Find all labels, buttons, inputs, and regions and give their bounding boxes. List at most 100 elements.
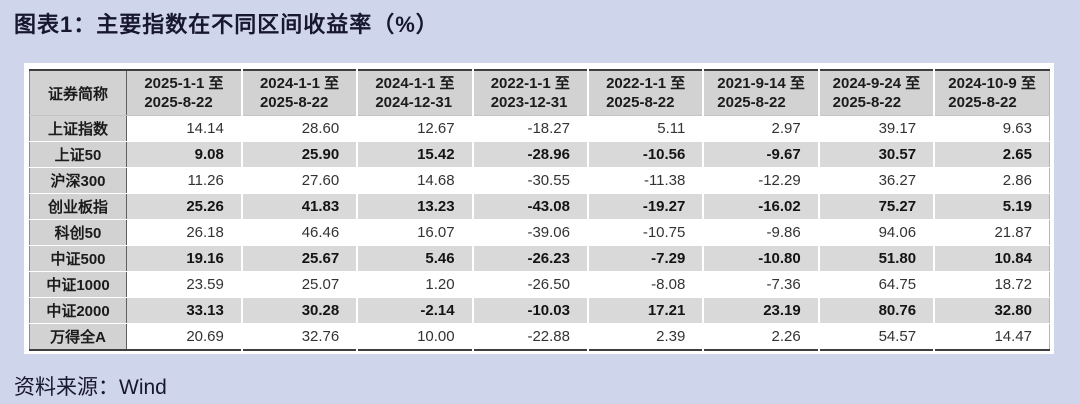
value-cell-r5-c7: 94.06 bbox=[818, 219, 936, 246]
table-row-中证1000: 中证1000 23.59 25.07 1.20 -26.50 -8.08 -7.36 64.7… bbox=[29, 271, 1050, 298]
value-cell-r9-c8: 14.47 bbox=[934, 323, 1050, 351]
period-header-lines: 2022-1-1 至 2025-8-22 bbox=[606, 75, 686, 111]
value-cell-r3-c1: 11.26 bbox=[126, 167, 243, 194]
value-cell-r7-c2: 25.07 bbox=[241, 271, 359, 298]
value-cell-r4-c1: 25.26 bbox=[126, 193, 243, 220]
value-cell-r3-c4: -30.55 bbox=[472, 167, 590, 194]
value-cell-r6-c5: -7.29 bbox=[588, 245, 705, 272]
value-cell-r8-c2: 30.28 bbox=[241, 297, 359, 324]
value-cell-r4-c2: 41.83 bbox=[241, 193, 359, 220]
value-cell-r5-c5: -10.75 bbox=[588, 219, 705, 246]
table-header-row: 证券简称 2025-1-1 至 2025-8-22 2024-1-1 至 2025-8-… bbox=[29, 70, 1050, 116]
index-returns-table: 证券简称 2025-1-1 至 2025-8-22 2024-1-1 至 2025-8-… bbox=[29, 69, 1050, 351]
value-cell-r6-c4: -26.23 bbox=[472, 245, 590, 272]
value-cell-r9-c3: 10.00 bbox=[357, 323, 474, 351]
value-cell-r6-c3: 5.46 bbox=[357, 245, 474, 272]
value-cell-r2-c4: -28.96 bbox=[472, 141, 590, 168]
period-header-5: 2022-1-1 至 2025-8-22 bbox=[588, 70, 705, 116]
value-cell-r8-c8: 32.80 bbox=[934, 297, 1050, 324]
value-cell-r2-c3: 15.42 bbox=[357, 141, 474, 168]
value-cell-r1-c8: 9.63 bbox=[934, 115, 1050, 142]
period-header-lines: 2024-10-9 至 2025-8-22 bbox=[948, 75, 1036, 111]
row-name: 创业板指 bbox=[29, 193, 127, 220]
period-header-3: 2024-1-1 至 2024-12-31 bbox=[357, 70, 474, 116]
value-cell-r9-c7: 54.57 bbox=[818, 323, 936, 351]
table-row-万得全A: 万得全A 20.69 32.76 10.00 -22.88 2.39 2.26 54.57 14… bbox=[29, 323, 1050, 351]
row-name: 上证指数 bbox=[29, 115, 127, 142]
value-cell-r7-c7: 64.75 bbox=[818, 271, 936, 298]
row-name: 上证50 bbox=[29, 141, 127, 168]
period-header-8: 2024-10-9 至 2025-8-22 bbox=[934, 70, 1050, 116]
value-cell-r6-c8: 10.84 bbox=[934, 245, 1050, 272]
value-cell-r7-c4: -26.50 bbox=[472, 271, 590, 298]
value-cell-r7-c8: 18.72 bbox=[934, 271, 1050, 298]
corner-header: 证券简称 bbox=[29, 70, 127, 116]
value-cell-r5-c3: 16.07 bbox=[357, 219, 474, 246]
value-cell-r7-c6: -7.36 bbox=[703, 271, 820, 298]
table-row-中证2000: 中证2000 33.13 30.28 -2.14 -10.03 17.21 23.19 80.… bbox=[29, 297, 1050, 324]
value-cell-r9-c5: 2.39 bbox=[588, 323, 705, 351]
value-cell-r8-c4: -10.03 bbox=[472, 297, 590, 324]
value-cell-r6-c7: 51.80 bbox=[818, 245, 936, 272]
value-cell-r8-c1: 33.13 bbox=[126, 297, 243, 324]
period-header-lines: 2021-9-14 至 2025-8-22 bbox=[717, 75, 805, 111]
row-name: 中证500 bbox=[29, 245, 127, 272]
period-header-lines: 2024-1-1 至 2024-12-31 bbox=[375, 75, 455, 111]
figure-title: 图表1：主要指数在不同区间收益率（%） bbox=[14, 12, 439, 37]
value-cell-r9-c1: 20.69 bbox=[126, 323, 243, 351]
value-cell-r3-c3: 14.68 bbox=[357, 167, 474, 194]
row-name: 中证2000 bbox=[29, 297, 127, 324]
value-cell-r4-c5: -19.27 bbox=[588, 193, 705, 220]
value-cell-r5-c4: -39.06 bbox=[472, 219, 590, 246]
value-cell-r5-c6: -9.86 bbox=[703, 219, 820, 246]
value-cell-r8-c7: 80.76 bbox=[818, 297, 936, 324]
period-header-4: 2022-1-1 至 2023-12-31 bbox=[472, 70, 590, 116]
value-cell-r6-c2: 25.67 bbox=[241, 245, 359, 272]
period-header-2: 2024-1-1 至 2025-8-22 bbox=[241, 70, 359, 116]
value-cell-r3-c8: 2.86 bbox=[934, 167, 1050, 194]
value-cell-r3-c5: -11.38 bbox=[588, 167, 705, 194]
row-name: 沪深300 bbox=[29, 167, 127, 194]
period-header-7: 2024-9-24 至 2025-8-22 bbox=[818, 70, 936, 116]
table-row-科创50: 科创50 26.18 46.46 16.07 -39.06 -10.75 -9.86 94.0… bbox=[29, 219, 1050, 246]
period-header-lines: 2022-1-1 至 2023-12-31 bbox=[490, 75, 570, 111]
value-cell-r1-c1: 14.14 bbox=[126, 115, 243, 142]
value-cell-r8-c5: 17.21 bbox=[588, 297, 705, 324]
table-row-沪深300: 沪深300 11.26 27.60 14.68 -30.55 -11.38 -12.29 36… bbox=[29, 167, 1050, 194]
value-cell-r8-c3: -2.14 bbox=[357, 297, 474, 324]
value-cell-r6-c6: -10.80 bbox=[703, 245, 820, 272]
value-cell-r5-c8: 21.87 bbox=[934, 219, 1050, 246]
value-cell-r9-c6: 2.26 bbox=[703, 323, 820, 351]
table-row-创业板指: 创业板指 25.26 41.83 13.23 -43.08 -19.27 -16.02 75.… bbox=[29, 193, 1050, 220]
row-name: 万得全A bbox=[29, 323, 127, 351]
table-row-上证指数: 上证指数 14.14 28.60 12.67 -18.27 5.11 2.97 39.17 9.… bbox=[29, 115, 1050, 142]
value-cell-r7-c3: 1.20 bbox=[357, 271, 474, 298]
value-cell-r4-c4: -43.08 bbox=[472, 193, 590, 220]
period-header-lines: 2024-1-1 至 2025-8-22 bbox=[259, 75, 340, 111]
value-cell-r5-c2: 46.46 bbox=[241, 219, 359, 246]
table-row-中证500: 中证500 19.16 25.67 5.46 -26.23 -7.29 -10.80 51.8… bbox=[29, 245, 1050, 272]
value-cell-r1-c4: -18.27 bbox=[472, 115, 590, 142]
value-cell-r6-c1: 19.16 bbox=[126, 245, 243, 272]
value-cell-r5-c1: 26.18 bbox=[126, 219, 243, 246]
value-cell-r4-c6: -16.02 bbox=[703, 193, 820, 220]
value-cell-r2-c2: 25.90 bbox=[241, 141, 359, 168]
value-cell-r1-c6: 2.97 bbox=[703, 115, 820, 142]
value-cell-r1-c2: 28.60 bbox=[241, 115, 359, 142]
value-cell-r3-c2: 27.60 bbox=[241, 167, 359, 194]
value-cell-r8-c6: 23.19 bbox=[703, 297, 820, 324]
value-cell-r7-c1: 23.59 bbox=[126, 271, 243, 298]
period-header-lines: 2025-1-1 至 2025-8-22 bbox=[144, 75, 224, 111]
source-note: 资料来源：Wind bbox=[14, 376, 167, 399]
value-cell-r4-c7: 75.27 bbox=[818, 193, 936, 220]
value-cell-r2-c7: 30.57 bbox=[818, 141, 936, 168]
row-name: 中证1000 bbox=[29, 271, 127, 298]
value-cell-r3-c7: 36.27 bbox=[818, 167, 936, 194]
row-name: 科创50 bbox=[29, 219, 127, 246]
period-header-1: 2025-1-1 至 2025-8-22 bbox=[126, 70, 243, 116]
value-cell-r2-c1: 9.08 bbox=[126, 141, 243, 168]
period-header-6: 2021-9-14 至 2025-8-22 bbox=[703, 70, 820, 116]
value-cell-r9-c4: -22.88 bbox=[472, 323, 590, 351]
table-row-上证50: 上证50 9.08 25.90 15.42 -28.96 -10.56 -9.67 30.57… bbox=[29, 141, 1050, 168]
value-cell-r2-c8: 2.65 bbox=[934, 141, 1050, 168]
